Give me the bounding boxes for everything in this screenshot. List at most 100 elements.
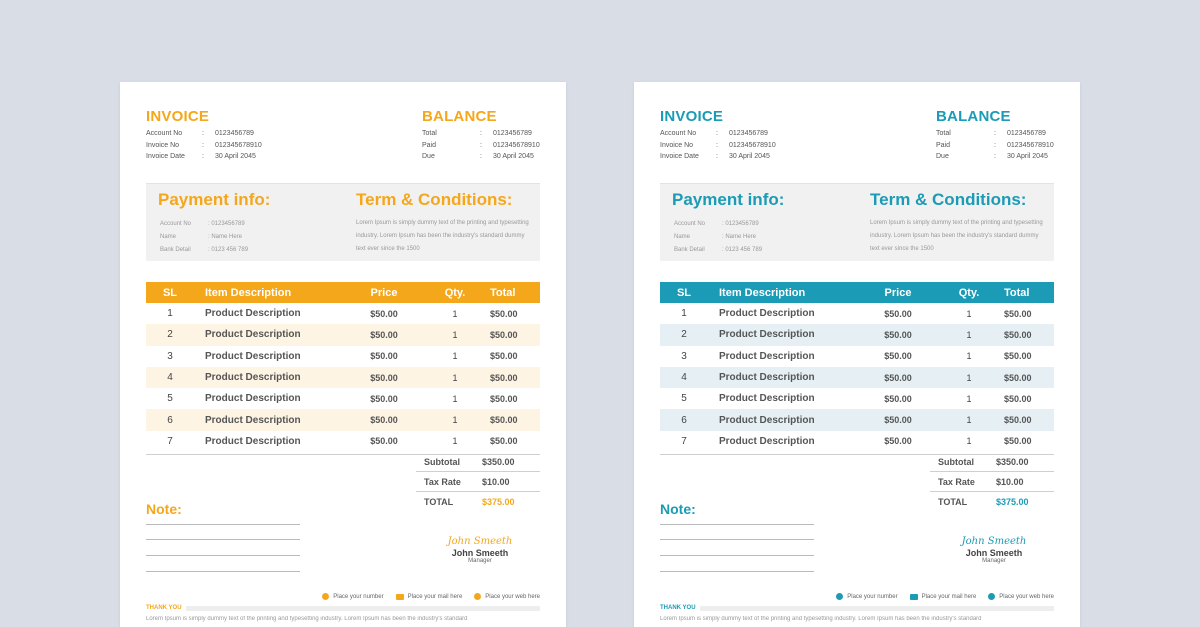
balance-row: Total: 0123456789	[422, 128, 540, 140]
payment-row: Bank Detail: 0123 456 789	[674, 243, 762, 256]
note-line	[660, 539, 814, 540]
table-row: 4 Product Description $50.00 1 $50.00	[660, 366, 1054, 389]
cell-description: Product Description	[205, 308, 301, 320]
separator: :	[716, 141, 718, 149]
cell-total: $50.00	[1004, 415, 1032, 426]
cell-sl: 1	[167, 308, 173, 320]
footer-text: Lorem Ipsum is simply dummy text of the …	[660, 616, 982, 622]
table-row: 7 Product Description $50.00 1 $50.00	[660, 431, 1054, 452]
payment-row: Account No: 0123456789	[160, 217, 248, 230]
tax-value: $10.00	[482, 476, 510, 487]
balance-title: BALANCE	[422, 108, 497, 125]
cell-price: $50.00	[370, 415, 398, 426]
items-table: SL Item Description Price Qty. Total 1 Pr…	[146, 282, 540, 456]
cell-total: $50.00	[490, 415, 518, 426]
balance-row-label: Paid	[936, 141, 951, 149]
payment-row-label: Name	[674, 233, 691, 240]
cell-sl: 6	[681, 414, 687, 426]
table-row: 7 Product Description $50.00 1 $50.00	[146, 431, 540, 452]
contact-phone: Place your number	[322, 593, 384, 600]
cell-description: Product Description	[719, 435, 815, 447]
note-line	[146, 555, 300, 556]
payment-row-value: : 0123 456 789	[208, 246, 249, 253]
tax-line: Tax Rate $10.00	[930, 472, 1054, 492]
invoice-row-label: Invoice Date	[660, 153, 699, 161]
cell-qty: 1	[966, 329, 972, 340]
payment-info-title: Payment info:	[672, 190, 785, 209]
balance-row-label: Paid	[422, 141, 437, 149]
cell-price: $50.00	[370, 351, 398, 362]
thank-you-label: THANK YOU	[146, 605, 182, 611]
note-line	[660, 571, 814, 572]
contact-web-text: Place your web here	[485, 593, 540, 600]
tax-line: Tax Rate $10.00	[416, 472, 540, 492]
table-row: 3 Product Description $50.00 1 $50.00	[146, 346, 540, 367]
header-sl: SL	[676, 286, 692, 299]
separator: :	[994, 141, 996, 149]
header-total: Total	[490, 286, 516, 299]
cell-price: $50.00	[884, 436, 912, 447]
payment-row: Name: Name Here	[674, 230, 762, 243]
header-description: Item Description	[205, 286, 292, 299]
cell-sl: 2	[167, 329, 173, 341]
cell-price: $50.00	[884, 351, 912, 362]
contact-bar: Place your number Place your mail here P…	[322, 593, 540, 600]
payment-info-rows: Account No: 0123456789 Name: Name Here B…	[674, 217, 762, 256]
table-row: 2 Product Description $50.00 1 $50.00	[660, 324, 1054, 346]
balance-row-value: 30 April 2045	[493, 153, 534, 161]
invoice-header: INVOICE Account No: 0123456789 Invoice No…	[660, 108, 776, 163]
cell-qty: 1	[452, 308, 458, 319]
table-row: 1 Product Description $50.00 1 $50.00	[146, 303, 540, 324]
cell-qty: 1	[452, 329, 458, 340]
cell-total: $50.00	[490, 329, 518, 340]
payment-row-label: Account No	[674, 220, 706, 227]
balance-row-value: 012345678910	[493, 141, 540, 149]
cell-price: $50.00	[370, 393, 398, 404]
payment-row-label: Name	[160, 233, 177, 240]
note-line	[146, 539, 300, 540]
table-row: 6 Product Description $50.00 1 $50.00	[146, 409, 540, 431]
separator: :	[202, 141, 204, 149]
cell-total: $50.00	[1004, 393, 1032, 404]
balance-row-label: Due	[422, 153, 435, 161]
invoice-row-label: Invoice Date	[146, 153, 185, 161]
phone-icon	[322, 593, 330, 600]
invoice-row-value: 012345678910	[215, 141, 262, 149]
terms-title: Term & Conditions:	[870, 190, 1027, 209]
subtotal-label: Subtotal	[424, 456, 460, 467]
signer-role: Manager	[468, 558, 492, 564]
cell-price: $50.00	[884, 308, 912, 319]
payment-row-label: Account No	[160, 220, 192, 227]
invoice-row-label: Invoice No	[146, 141, 180, 149]
cell-qty: 1	[966, 372, 972, 383]
invoice-row-value: 0123456789	[215, 130, 254, 138]
cell-qty: 1	[966, 393, 972, 404]
table-header: SL Item Description Price Qty. Total	[660, 282, 1054, 303]
signature-script: John Smeeth	[961, 536, 1027, 547]
cell-qty: 1	[966, 308, 972, 319]
mail-icon	[909, 593, 918, 600]
cell-qty: 1	[452, 393, 458, 404]
cell-description: Product Description	[205, 414, 301, 426]
subtotal-value: $350.00	[996, 456, 1029, 467]
balance-row-label: Due	[936, 153, 949, 161]
phone-icon	[836, 593, 844, 600]
subtotal-line: Subtotal $350.00	[416, 452, 540, 472]
header-qty: Qty.	[958, 286, 980, 299]
separator: :	[716, 130, 718, 138]
invoice-row: Invoice Date: 30 April 2045	[146, 151, 262, 163]
contact-phone: Place your number	[836, 593, 898, 600]
invoice-row-value: 30 April 2045	[215, 153, 256, 161]
header-qty: Qty.	[444, 286, 466, 299]
cell-sl: 3	[167, 350, 173, 362]
separator: :	[994, 153, 996, 161]
cell-qty: 1	[452, 351, 458, 362]
invoice-row-label: Account No	[146, 130, 183, 138]
terms-text: Lorem Ipsum is simply dummy text of the …	[356, 220, 529, 252]
contact-web-text: Place your web here	[999, 593, 1054, 600]
contact-mail-text: Place your mail here	[407, 593, 463, 600]
total-value: $375.00	[482, 497, 515, 507]
header-price: Price	[884, 286, 912, 299]
cell-price: $50.00	[884, 329, 912, 340]
footer-text: Lorem Ipsum is simply dummy text of the …	[146, 616, 468, 622]
